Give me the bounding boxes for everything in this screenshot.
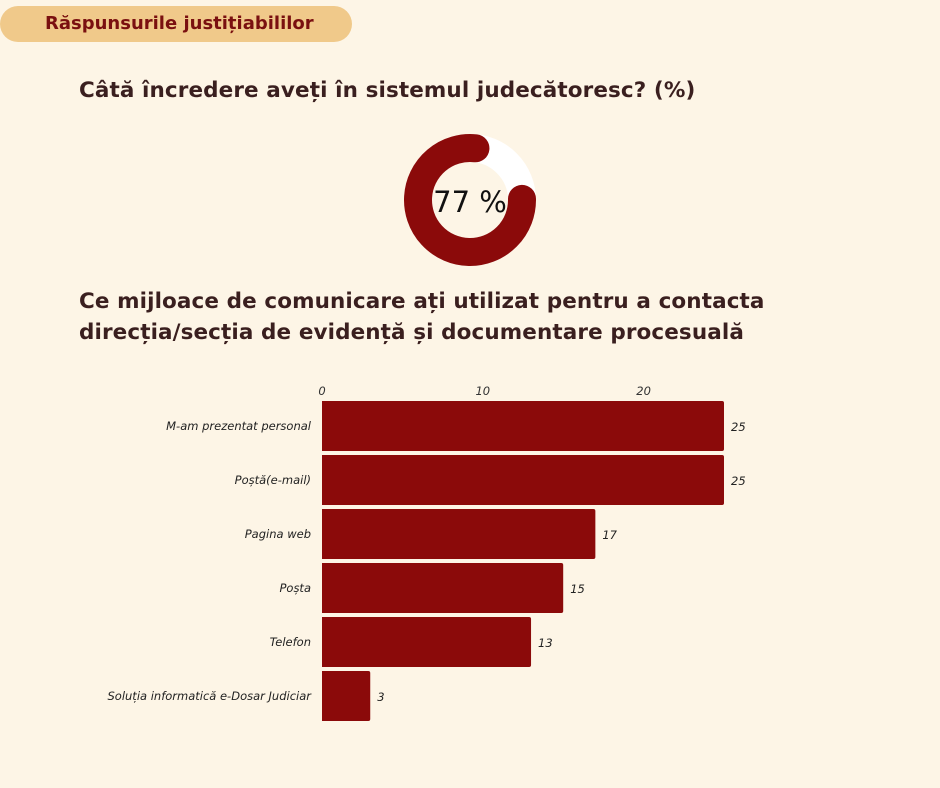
bar [322,509,596,559]
donut-value-arc [404,134,536,266]
x-tick-label: 0 [318,384,325,398]
bar [322,401,724,451]
bar [322,671,371,721]
trust-question-title: Câtă încredere aveți în sistemul judecăt… [79,78,696,103]
category-label: Poșta [279,581,311,595]
x-tick-label: 20 [636,384,651,398]
category-label: Soluția informatică e-Dosar Judiciar [107,689,312,703]
category-label: Telefon [270,635,311,649]
category-label: M-am prezentat personal [166,419,312,433]
bar [322,455,724,505]
category-label: Poștă(e-mail) [235,473,311,487]
category-label: Pagina web [245,527,311,541]
section-badge: Răspunsurile justițiabililor [0,6,352,42]
data-label: 25 [731,474,746,488]
data-label: 17 [602,528,617,542]
bar [322,617,532,667]
x-tick-label: 10 [475,384,490,398]
data-label: 15 [570,582,585,596]
trust-donut-chart: 77 % [404,134,536,266]
data-label: 3 [377,690,384,704]
communication-question-title: Ce mijloace de comunicare ați utilizat p… [79,289,765,345]
data-label: 13 [538,636,553,650]
data-label: 25 [731,420,746,434]
donut-value-label: 77 % [433,185,507,219]
bar [322,563,564,613]
